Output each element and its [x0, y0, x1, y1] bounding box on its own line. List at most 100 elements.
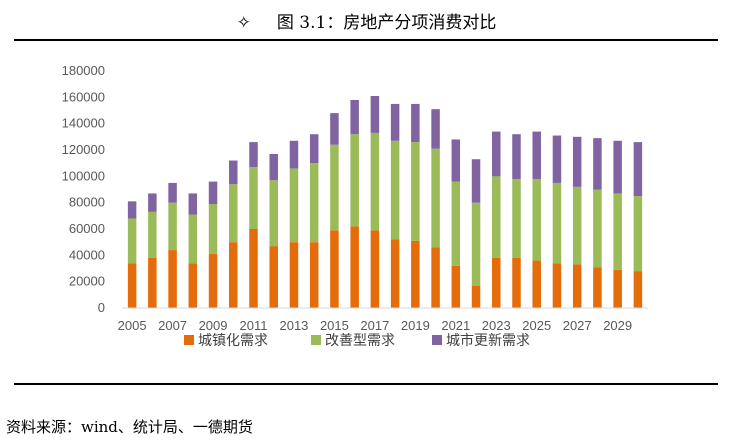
bar-2024-series-1 [512, 257, 521, 308]
bar-2013-series-2 [289, 168, 299, 243]
bar-2014-series-1 [309, 242, 319, 308]
x-tick-label: 2025 [522, 318, 551, 333]
bar-2011-series-2 [249, 167, 258, 229]
bar-2013-series-1 [289, 242, 299, 308]
x-tick-label: 2013 [279, 318, 308, 333]
bar-2028-series-3 [593, 138, 602, 190]
x-tick-label: 2027 [563, 318, 592, 333]
bar-2008-series-2 [188, 214, 198, 264]
x-tick-label: 2005 [118, 318, 147, 333]
y-tick-label: 60000 [69, 221, 105, 236]
bar-2027-series-1 [572, 264, 582, 308]
x-axis-ticks: 2005 2007 2009 2011 2013 2015 2017 2019 2021 2023… [118, 318, 632, 333]
bar-2010-series-1 [229, 242, 238, 308]
bar-2008-series-3 [188, 193, 198, 215]
bar-2010-series-2 [229, 184, 238, 243]
bar-2020-series-1 [431, 247, 440, 308]
bar-2015-series-1 [330, 230, 339, 308]
y-tick-label: 20000 [69, 274, 105, 289]
bar-2017-series-3 [370, 96, 380, 133]
legend: 城镇化需求 改善型需求 城市更新需求 [184, 332, 530, 348]
bar-2006-series-1 [148, 257, 157, 308]
figure-title: 图 3.1：房地产分项消费对比 [276, 13, 497, 33]
bar-2026-series-1 [552, 263, 562, 308]
bar-2030-series-3 [633, 142, 643, 197]
bar-2011-series-3 [249, 142, 258, 168]
bar-2028-series-2 [593, 189, 602, 268]
bar-2022-series-3 [471, 159, 481, 203]
bar-2013-series-3 [289, 140, 299, 169]
bar-2025-series-3 [532, 131, 541, 179]
bar-2005-series-3 [127, 201, 137, 219]
bar-2015-series-2 [330, 144, 339, 231]
bar-2012-series-1 [269, 246, 278, 308]
x-tick-label: 2023 [482, 318, 511, 333]
bar-2020-series-3 [431, 109, 440, 149]
x-tick-label: 2009 [199, 318, 228, 333]
bar-2020-series-2 [431, 148, 440, 248]
y-axis-ticks: 0 20000 40000 60000 80000 100000 120000 140000 1… [62, 63, 105, 315]
legend-label-2: 改善型需求 [325, 332, 395, 348]
bar-2022-series-2 [471, 202, 481, 286]
y-tick-label: 100000 [62, 168, 105, 183]
y-tick-label: 40000 [69, 247, 105, 262]
bar-2027-series-3 [572, 136, 582, 187]
x-tick-label: 2021 [441, 318, 470, 333]
legend-swatch-3 [432, 335, 442, 345]
bar-2019-series-1 [411, 240, 420, 308]
bar-2021-series-2 [451, 181, 461, 266]
bar-2015-series-3 [330, 113, 339, 145]
x-tick-label: 2017 [360, 318, 389, 333]
bar-2009-series-3 [208, 181, 218, 204]
bar-2006-series-2 [148, 211, 157, 258]
bar-2028-series-1 [593, 267, 602, 308]
x-tick-label: 2011 [240, 318, 268, 333]
bar-2026-series-2 [552, 182, 562, 264]
bar-2027-series-2 [572, 186, 582, 265]
bar-2012-series-2 [269, 180, 278, 247]
top-rule [14, 39, 718, 41]
diamond-marker-icon: ✧ [236, 13, 251, 33]
y-tick-label: 160000 [62, 89, 105, 104]
bar-2010-series-3 [229, 160, 238, 185]
bottom-rule [14, 383, 718, 385]
bar-2023-series-3 [492, 131, 501, 177]
bar-2018-series-3 [390, 103, 400, 141]
bar-2008-series-1 [188, 263, 198, 308]
bar-2025-series-1 [532, 260, 541, 308]
bar-2021-series-3 [451, 139, 461, 182]
bar-2021-series-1 [451, 265, 461, 308]
y-tick-label: 80000 [69, 195, 105, 210]
y-tick-label: 140000 [62, 116, 105, 131]
bar-2009-series-1 [208, 254, 218, 308]
x-tick-label: 2029 [603, 318, 632, 333]
bar-2007-series-3 [168, 182, 177, 203]
bar-2007-series-2 [168, 202, 177, 251]
bar-2017-series-1 [370, 230, 380, 308]
x-tick-label: 2015 [320, 318, 349, 333]
legend-swatch-2 [311, 335, 321, 345]
bar-2029-series-3 [613, 140, 622, 194]
bar-2024-series-3 [512, 134, 521, 179]
bar-2005-series-2 [127, 218, 137, 264]
bar-2014-series-3 [309, 134, 319, 164]
x-tick-label: 2019 [401, 318, 430, 333]
bar-2016-series-2 [350, 134, 359, 227]
bar-stacks [127, 96, 643, 308]
bar-2014-series-2 [309, 163, 319, 243]
bar-2030-series-1 [633, 271, 643, 308]
bar-2006-series-3 [148, 193, 157, 212]
bar-2007-series-1 [168, 250, 177, 308]
bar-2017-series-2 [370, 132, 380, 231]
bar-2018-series-1 [390, 239, 400, 308]
legend-swatch-1 [184, 335, 194, 345]
source-note: 资料来源：wind、统计局、一德期货 [6, 418, 253, 436]
bar-2025-series-2 [532, 178, 541, 261]
figure-title-row: ✧ 图 3.1：房地产分项消费对比 [0, 8, 733, 33]
bar-2016-series-1 [350, 226, 359, 308]
bar-2023-series-2 [492, 176, 501, 258]
bar-2005-series-1 [127, 263, 137, 308]
y-tick-label: 0 [98, 300, 105, 315]
bar-2022-series-1 [471, 285, 481, 308]
bar-2019-series-3 [411, 103, 420, 143]
